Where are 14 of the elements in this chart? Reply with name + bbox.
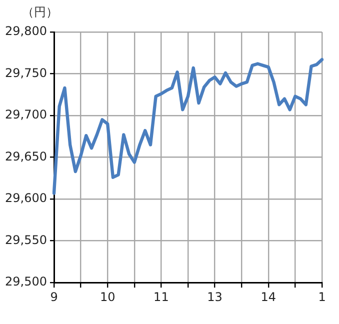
- y-tick-label: 29,700: [5, 108, 47, 122]
- x-tick-label: 10: [100, 290, 116, 304]
- x-tick-label: 11: [154, 290, 169, 304]
- y-axis-title: （円）: [22, 4, 58, 21]
- y-tick-label: 29,800: [5, 24, 47, 38]
- x-tick-label: 9: [50, 290, 58, 304]
- x-tick-label: 1: [318, 290, 326, 304]
- y-tick-label: 29,550: [5, 232, 47, 247]
- y-tick-label: 29,600: [5, 191, 47, 206]
- y-tick-label: 29,750: [5, 66, 47, 80]
- x-tick-label: 13: [207, 290, 222, 304]
- x-tick-label: 14: [260, 290, 276, 304]
- y-tick-label: 29,650: [5, 149, 47, 164]
- y-tick-label: 29,500: [5, 274, 47, 289]
